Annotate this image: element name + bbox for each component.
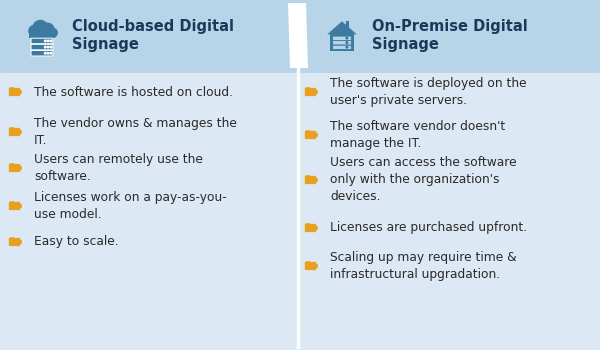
Circle shape <box>50 52 52 54</box>
Circle shape <box>50 40 52 42</box>
Text: The software vendor doesn't
manage the IT.: The software vendor doesn't manage the I… <box>330 120 505 150</box>
Text: Licenses are purchased upfront.: Licenses are purchased upfront. <box>330 222 527 235</box>
Circle shape <box>33 20 48 35</box>
FancyBboxPatch shape <box>14 204 22 208</box>
FancyBboxPatch shape <box>14 240 22 244</box>
Text: Licenses work on a pay-as-you-
use model.: Licenses work on a pay-as-you- use model… <box>34 191 227 221</box>
FancyBboxPatch shape <box>310 178 318 182</box>
FancyBboxPatch shape <box>305 130 310 134</box>
Bar <box>330 33 354 51</box>
Circle shape <box>29 25 40 37</box>
Text: Users can access the software
only with the organization's
devices.: Users can access the software only with … <box>330 156 517 203</box>
FancyBboxPatch shape <box>305 175 310 178</box>
FancyBboxPatch shape <box>332 36 352 40</box>
FancyBboxPatch shape <box>10 87 14 91</box>
Bar <box>29 29 55 38</box>
Text: Easy to scale.: Easy to scale. <box>34 236 119 248</box>
Text: The software is deployed on the
user's private servers.: The software is deployed on the user's p… <box>330 77 527 107</box>
FancyBboxPatch shape <box>305 131 316 139</box>
FancyBboxPatch shape <box>332 45 352 49</box>
Circle shape <box>47 46 49 48</box>
Circle shape <box>41 23 54 36</box>
Circle shape <box>346 37 348 39</box>
FancyBboxPatch shape <box>10 163 14 167</box>
Circle shape <box>50 46 52 48</box>
FancyBboxPatch shape <box>310 264 318 268</box>
Circle shape <box>47 52 49 54</box>
Bar <box>3 0 298 68</box>
FancyBboxPatch shape <box>305 176 316 184</box>
Circle shape <box>44 40 46 42</box>
Bar <box>298 0 597 68</box>
FancyBboxPatch shape <box>305 88 316 96</box>
FancyBboxPatch shape <box>310 133 318 137</box>
Text: Users can remotely use the
software.: Users can remotely use the software. <box>34 153 203 183</box>
FancyBboxPatch shape <box>332 41 352 45</box>
Circle shape <box>44 46 46 48</box>
Text: Cloud-based Digital: Cloud-based Digital <box>72 20 234 35</box>
Circle shape <box>346 46 348 48</box>
Text: On-Premise Digital: On-Premise Digital <box>372 20 528 35</box>
Text: The vendor owns & manages the
IT.: The vendor owns & manages the IT. <box>34 117 237 147</box>
Circle shape <box>44 52 46 54</box>
FancyBboxPatch shape <box>305 261 310 265</box>
Bar <box>346 21 349 28</box>
FancyBboxPatch shape <box>10 201 14 204</box>
FancyBboxPatch shape <box>9 202 20 210</box>
FancyBboxPatch shape <box>14 166 22 170</box>
FancyBboxPatch shape <box>305 223 310 226</box>
Polygon shape <box>327 21 357 34</box>
FancyBboxPatch shape <box>0 0 600 73</box>
Circle shape <box>48 28 57 37</box>
FancyBboxPatch shape <box>9 88 20 96</box>
FancyBboxPatch shape <box>14 90 22 94</box>
Circle shape <box>346 42 348 43</box>
FancyBboxPatch shape <box>14 130 22 134</box>
FancyBboxPatch shape <box>9 128 20 136</box>
FancyBboxPatch shape <box>31 50 53 56</box>
Bar <box>3 62 597 68</box>
Text: Signage: Signage <box>372 37 439 52</box>
Text: Scaling up may require time &
infrastructural upgradation.: Scaling up may require time & infrastruc… <box>330 251 517 281</box>
Text: The software is hosted on cloud.: The software is hosted on cloud. <box>34 85 233 98</box>
FancyBboxPatch shape <box>310 90 318 94</box>
FancyBboxPatch shape <box>305 224 316 232</box>
FancyBboxPatch shape <box>10 237 14 240</box>
Polygon shape <box>288 3 308 68</box>
FancyBboxPatch shape <box>31 38 53 44</box>
FancyBboxPatch shape <box>305 87 310 91</box>
FancyBboxPatch shape <box>305 262 316 270</box>
FancyBboxPatch shape <box>310 226 318 230</box>
FancyBboxPatch shape <box>9 164 20 172</box>
FancyBboxPatch shape <box>31 44 53 50</box>
FancyBboxPatch shape <box>10 127 14 131</box>
Circle shape <box>47 40 49 42</box>
Text: Signage: Signage <box>72 37 139 52</box>
FancyBboxPatch shape <box>9 238 20 246</box>
